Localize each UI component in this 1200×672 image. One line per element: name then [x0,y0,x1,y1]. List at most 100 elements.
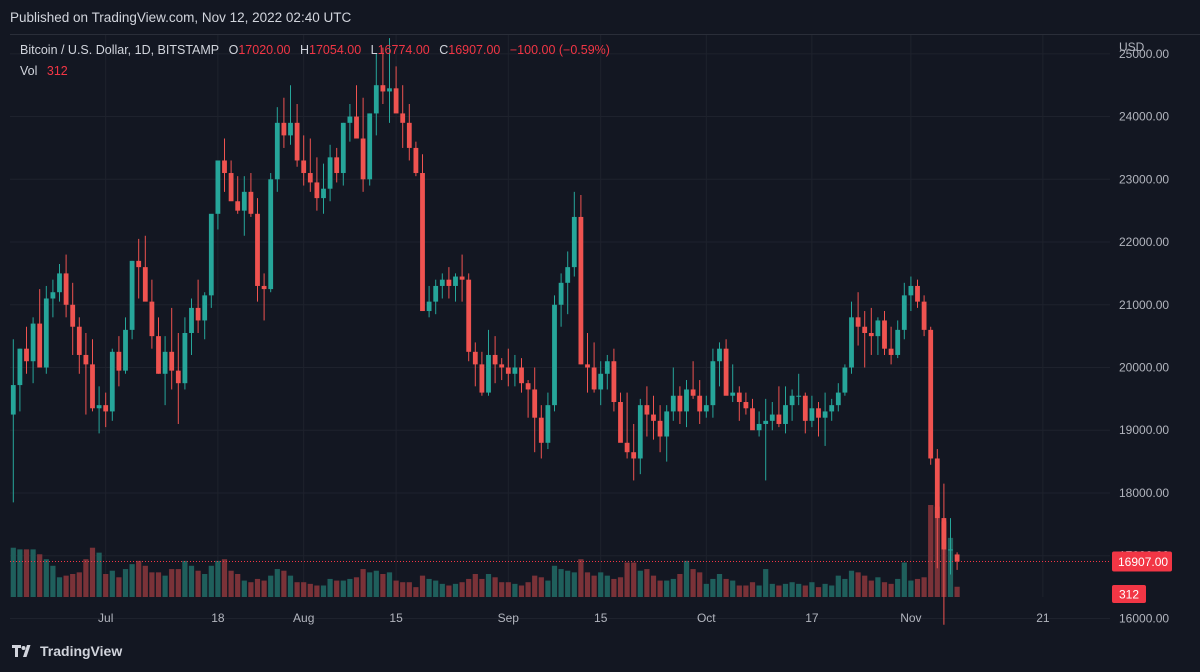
volume-bar [248,582,254,597]
volume-bar [314,585,320,597]
candle-body [789,395,795,406]
volume-bar [360,569,366,597]
candle-body [538,417,544,443]
volume-bar [743,585,749,597]
last-price-badge [1112,551,1172,572]
candle-body [189,307,194,333]
volume-bar [215,560,221,597]
candle-body [446,279,452,286]
volume-bar [340,580,346,597]
candle-body [83,354,89,365]
volume-bar [426,578,432,597]
candle-body [743,402,749,409]
chart-area[interactable]: USD16000.0017000.0018000.0019000.0020000… [10,34,1200,631]
volume-bar [155,572,162,597]
candle-body [274,122,280,180]
volume-bar [848,570,855,597]
candle-body [519,367,524,384]
candle-body [657,420,663,437]
price-tick-label: 19000.00 [1119,423,1169,437]
volume-bar [89,547,96,597]
volume-bar [485,574,492,597]
candle-body [552,304,557,406]
symbol-description[interactable]: Bitcoin / U.S. Dollar, 1D, BITSTAMP [20,43,220,57]
time-tick-label: 15 [389,611,403,625]
volume-bar [103,574,109,597]
candle-body [756,423,762,431]
volume-bar [631,562,637,597]
candle-body [888,348,894,355]
candle-body [453,276,458,286]
volume-bar [591,575,597,597]
tradingview-brand[interactable]: TradingView [40,643,123,659]
volume-bar [56,577,63,597]
volume-bar [254,578,261,597]
candle-body [367,113,373,180]
volume-bar [756,585,762,597]
volume-bar [868,580,874,597]
volume-bar [63,575,69,597]
volume-bar [505,582,511,597]
candle-body [651,414,656,421]
currency-label: USD [1119,40,1145,54]
volume-bar [50,565,56,597]
volume-bar [624,562,630,597]
volume-bar [558,569,564,597]
volume-bar [281,570,287,597]
volume-label[interactable]: Vol [20,64,38,78]
volume-bar [162,575,168,597]
volume-bar [664,580,670,597]
candle-body [479,364,485,393]
time-tick-label: 17 [805,611,819,625]
volume-bar [287,575,294,597]
candle-body [796,395,802,397]
candlestick-chart[interactable]: USD16000.0017000.0018000.0019000.0020000… [10,35,1200,631]
candle-body [822,411,828,418]
candle-body [50,292,56,299]
candle-body [783,405,788,424]
volume-bar [730,580,736,597]
volume-bar [241,580,247,597]
volume-bar [716,574,723,597]
candle-body [921,301,927,330]
tradingview-logo-icon[interactable] [12,644,34,658]
volume-bar [914,578,921,597]
volume-bar [617,577,624,597]
volume-bar [598,572,604,597]
volume-bar [446,585,452,597]
volume-bar [122,569,129,597]
volume-bar [703,583,709,597]
price-tick-label: 24000.00 [1119,110,1169,124]
candle-body [604,361,610,374]
candle-body [776,414,782,424]
candle-body [90,364,95,409]
candle-body [492,354,498,365]
volume-bar [228,570,234,597]
candle-body [400,113,406,123]
price-tick-label: 21000.00 [1119,298,1169,312]
volume-bar [17,549,23,597]
tradingview-footer: TradingView [0,630,1200,672]
candle-body [618,402,623,443]
candle-body [70,304,76,327]
volume-bar [43,559,49,597]
low-value: 16774.00 [377,43,430,57]
candle-body [255,213,260,286]
volume-bar [928,505,934,597]
candle-body [222,160,227,174]
candle-body [928,329,934,459]
low-label: L [370,43,378,57]
volume-bar [452,583,459,597]
candle-body [162,351,168,374]
volume-bar [538,577,544,597]
candle-body [142,267,148,302]
volume-bar [710,578,716,597]
candle-body [499,364,505,368]
candle-body [934,458,940,519]
high-label: H [299,43,310,57]
candle-body [235,201,241,211]
candle-body [835,392,841,406]
volume-legend-row: Vol 312 [20,61,610,82]
volume-bar [327,578,333,597]
candle-body [684,389,689,412]
